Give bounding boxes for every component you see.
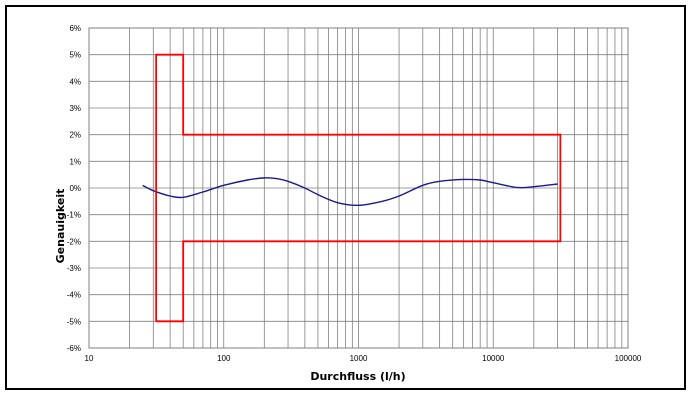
y-tick-label: -5% (67, 317, 81, 326)
x-tick-label: 100000 (615, 354, 642, 363)
y-tick-label: -6% (67, 344, 81, 353)
y-tick-label: 3% (69, 104, 81, 113)
y-tick-label: 2% (69, 131, 81, 140)
x-tick-label: 100 (217, 354, 231, 363)
y-tick-label: 0% (69, 184, 81, 193)
y-tick-label: -3% (67, 264, 81, 273)
y-tick-label: 4% (69, 77, 81, 86)
y-tick-label: 6% (69, 24, 81, 33)
x-tick-label: 10 (85, 354, 94, 363)
y-axis-label: Genauigkeit (54, 189, 67, 264)
x-tick-labels: 10 100 1000 10000 100000 (85, 354, 642, 363)
x-tick-label: 1000 (350, 354, 368, 363)
y-tick-label: -4% (67, 291, 81, 300)
tolerance-band (155, 53, 562, 323)
y-tick-label: -2% (67, 237, 81, 246)
accuracy-curve (142, 177, 558, 207)
x-axis-label: Durchfluss (l/h) (310, 370, 405, 383)
y-tick-label: 1% (69, 157, 81, 166)
series-group (142, 53, 562, 323)
y-tick-label: 5% (69, 51, 81, 60)
y-tick-labels: -6% -5% -4% -3% -2% -1% 0% 1% 2% 3% 4% 5% 6% (67, 24, 81, 353)
y-tick-label: -1% (67, 211, 81, 220)
x-tick-label: 10000 (482, 354, 505, 363)
grid (88, 27, 628, 349)
